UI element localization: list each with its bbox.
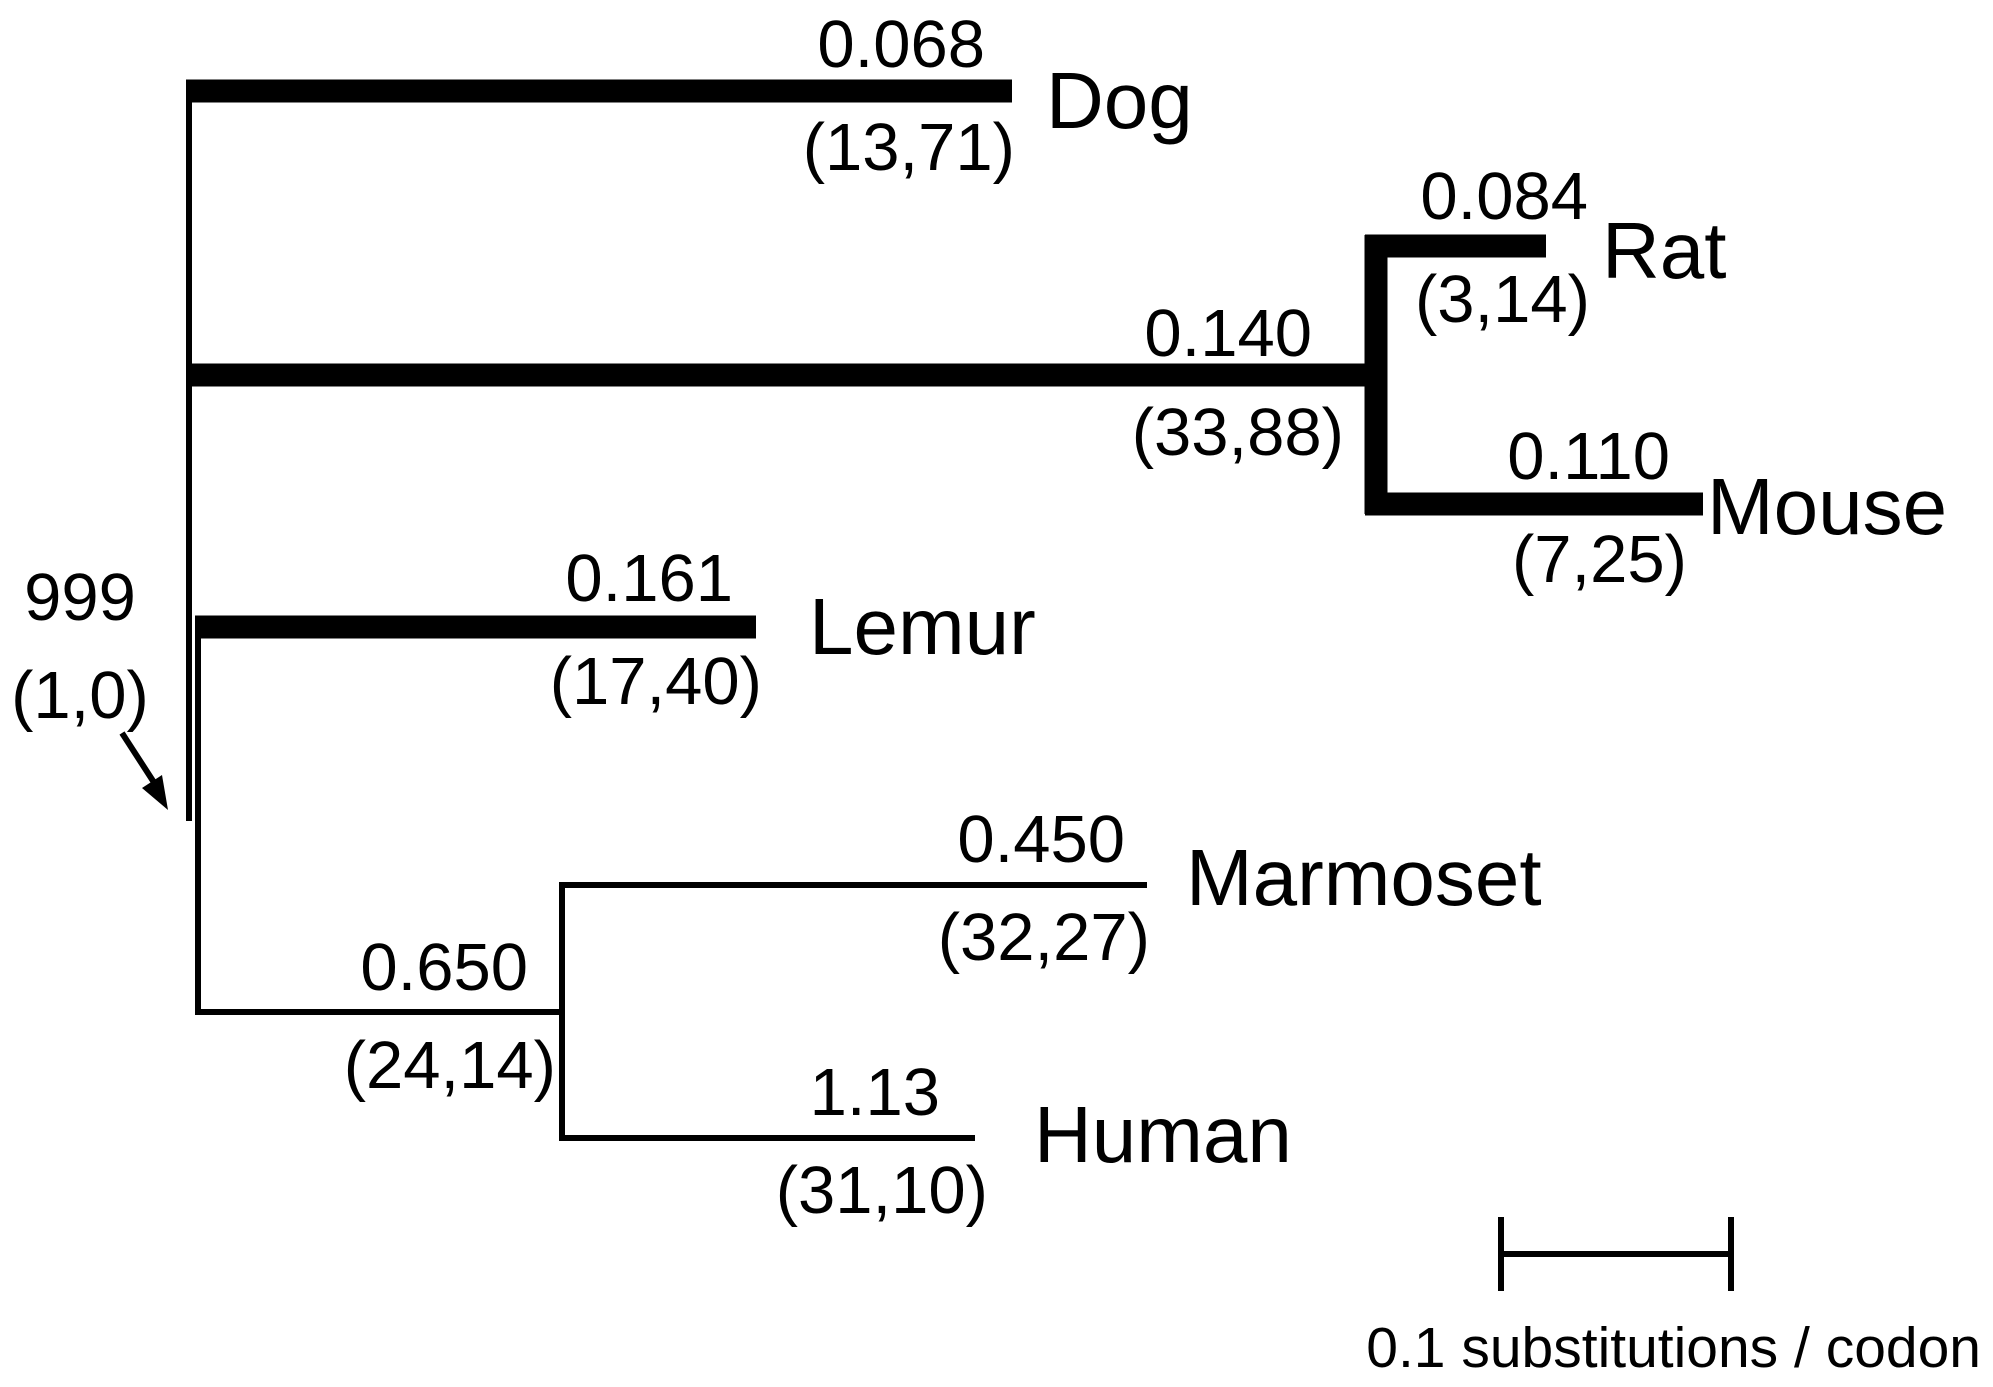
dog-counts: (13,71) [803,110,1015,185]
scale-bar [1498,1217,1734,1291]
primate-stem-counts: (1,0) [11,658,149,733]
mouse-counts: (7,25) [1512,522,1687,597]
primate-stem-omega: 999 [24,560,136,635]
human-omega: 1.13 [810,1055,940,1130]
marmoset-counts: (32,27) [938,900,1150,975]
anthropoid-stem-counts: (24,14) [344,1028,556,1103]
rodent-stem-counts: (33,88) [1132,395,1344,470]
tree-branches [186,79,1703,1141]
taxon-lemur: Lemur [809,582,1036,671]
taxon-rat: Rat [1602,206,1727,295]
arrow-icon [119,731,168,810]
dog-omega: 0.068 [817,7,985,82]
taxon-dog: Dog [1046,56,1193,145]
lemur-counts: (17,40) [550,644,762,719]
taxon-marmoset: Marmoset [1186,833,1542,922]
anthropoid-stem-omega: 0.650 [360,930,528,1005]
scale-bar-label: 0.1 substitutions / codon [1366,1316,1981,1380]
rat-counts: (3,14) [1415,262,1590,337]
marmoset-omega: 0.450 [957,802,1125,877]
taxon-mouse: Mouse [1707,462,1947,551]
taxon-labels: Dog Rat Mouse Lemur Marmoset Human [809,56,1947,1179]
mouse-omega: 0.110 [1507,419,1670,494]
rat-omega: 0.084 [1420,159,1588,234]
branch-labels: 0.068 (13,71) 0.084 (3,14) 0.140 (33,88)… [11,7,1687,1228]
rodent-stem-omega: 0.140 [1144,296,1312,371]
taxon-human: Human [1034,1090,1292,1179]
human-counts: (31,10) [776,1153,988,1228]
lemur-omega: 0.161 [565,541,733,616]
